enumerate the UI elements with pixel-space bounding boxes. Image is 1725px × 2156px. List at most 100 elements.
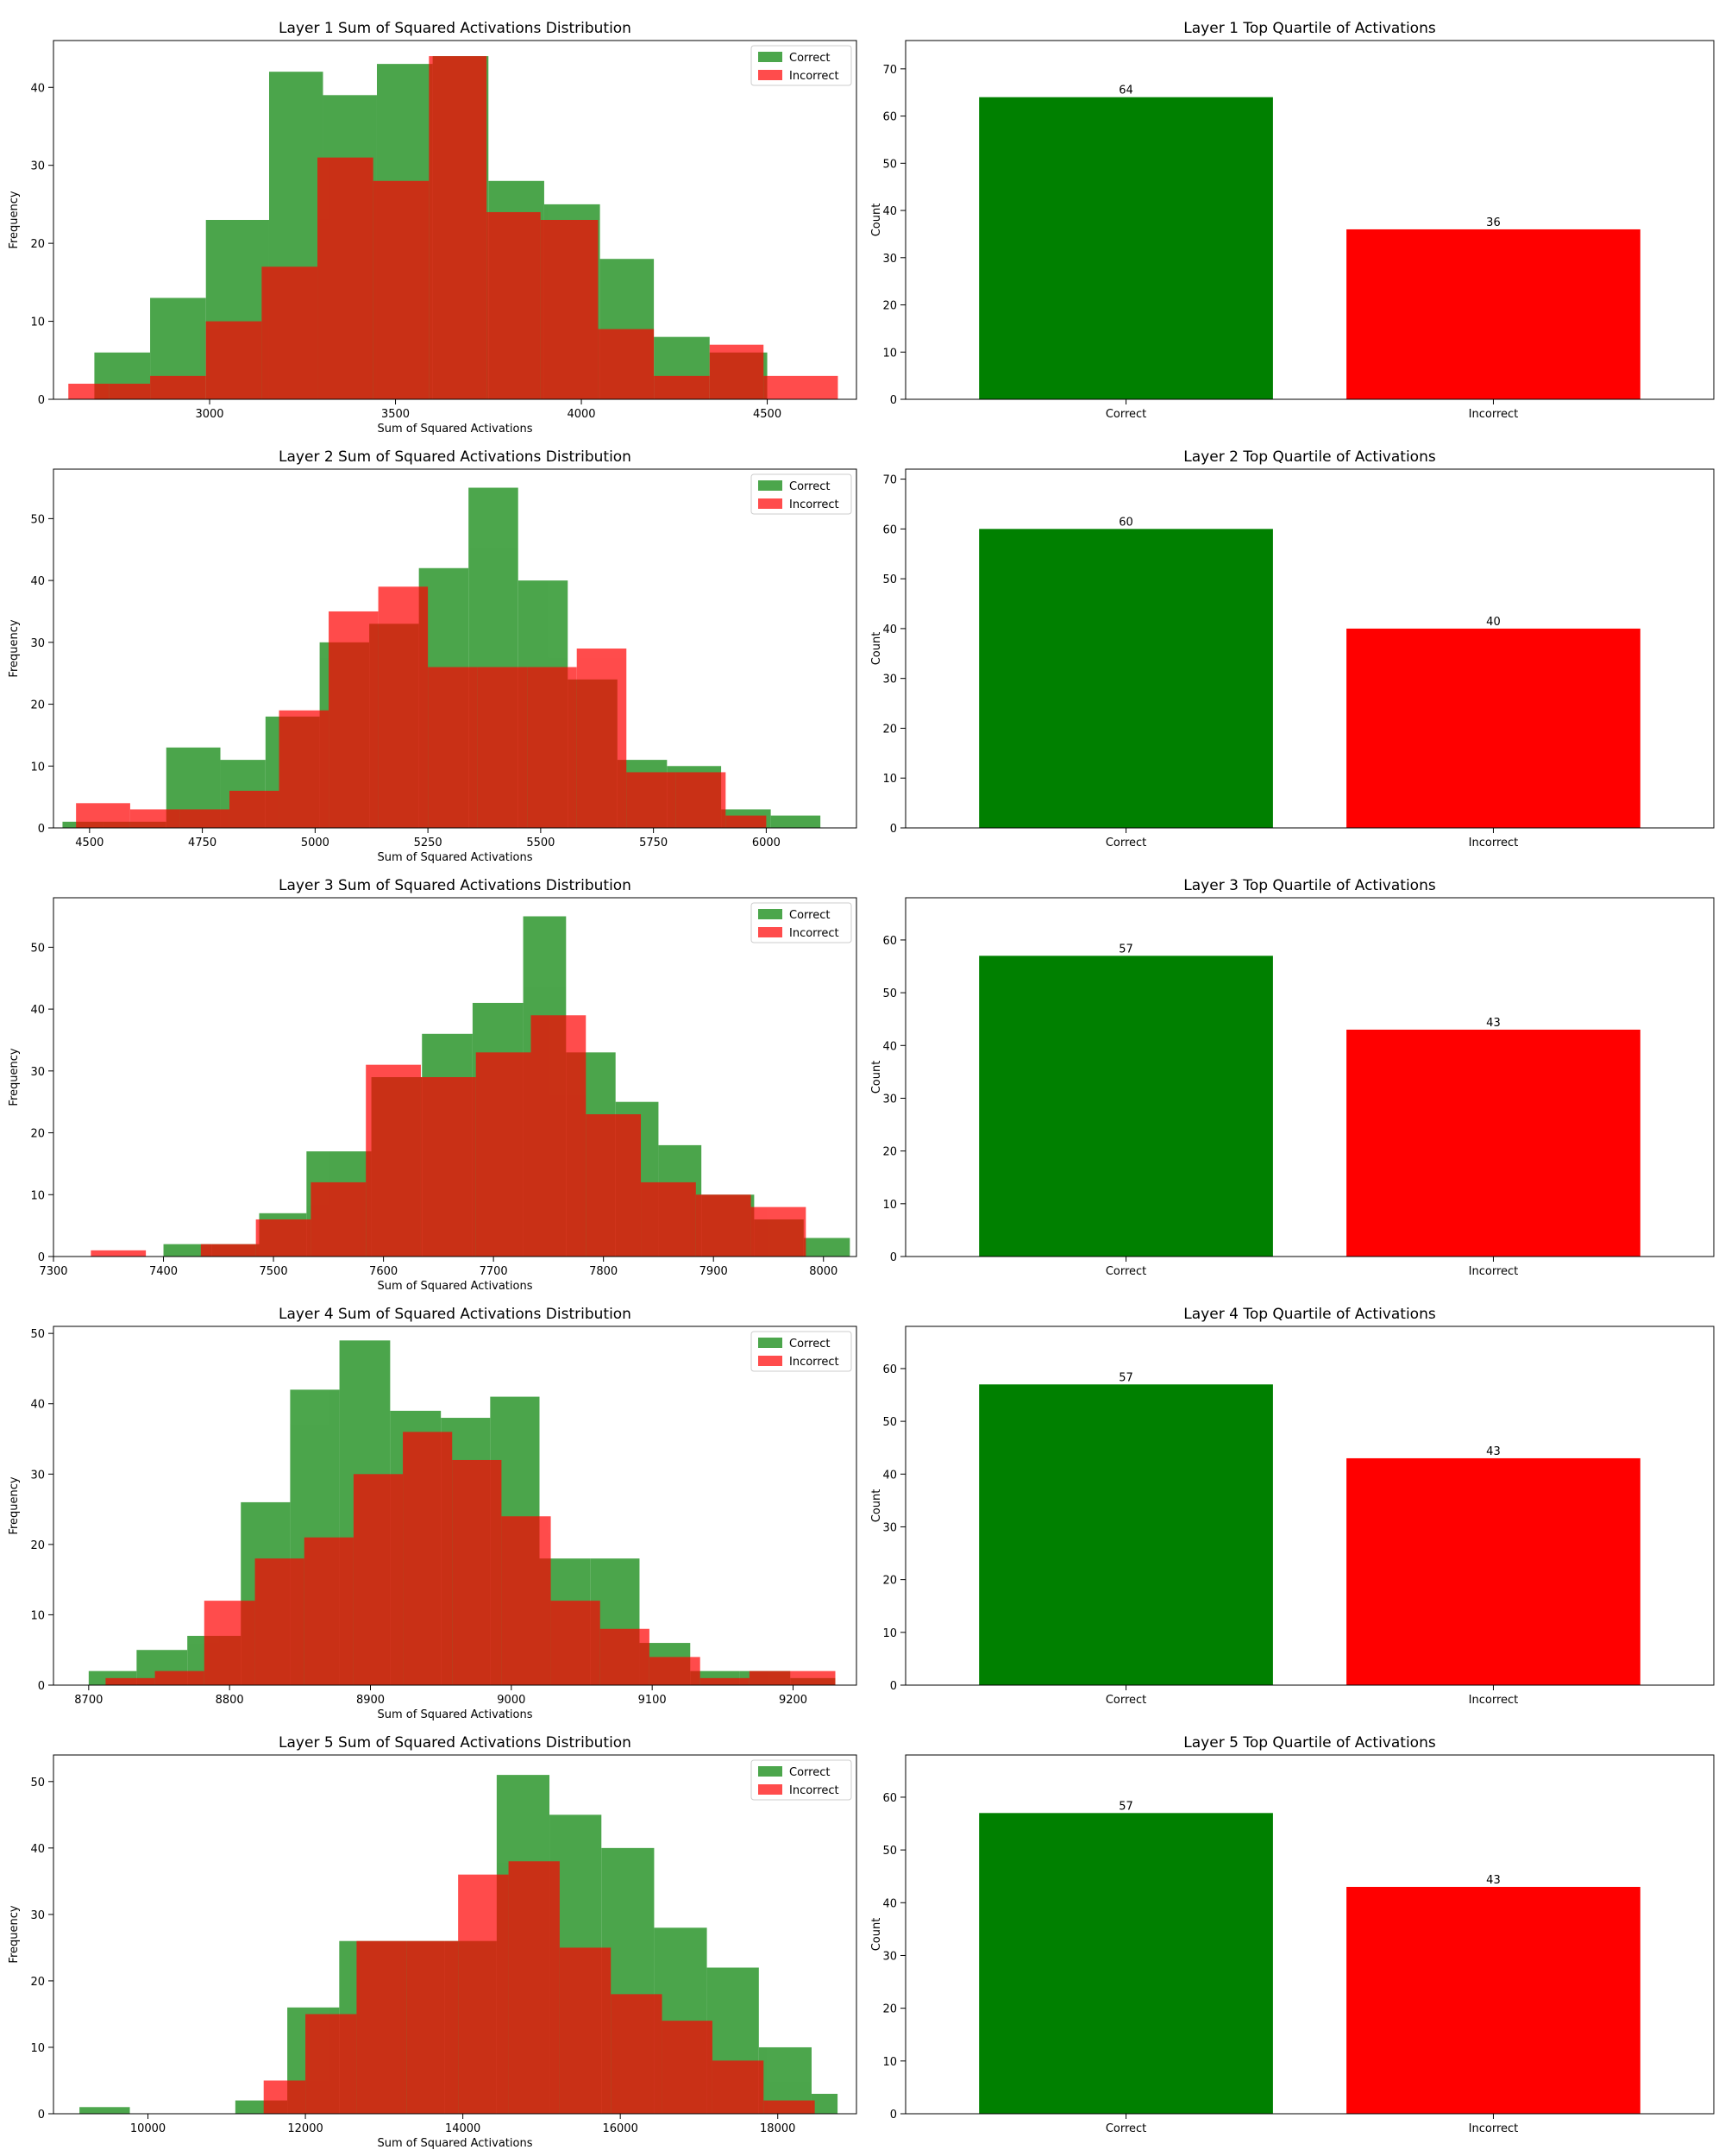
x-tick-label: Correct xyxy=(1106,837,1146,849)
x-tick-label: 7900 xyxy=(699,1265,728,1278)
bar-value-label: 57 xyxy=(1119,943,1133,956)
y-tick-label: 10 xyxy=(30,761,45,774)
histogram-bar xyxy=(317,157,373,400)
y-tick-label: 0 xyxy=(38,2109,45,2122)
x-tick-label: 14000 xyxy=(445,2122,480,2135)
axes-frame xyxy=(905,897,1715,1257)
histogram-bar xyxy=(129,809,180,828)
bar-value-label: 57 xyxy=(1119,1800,1133,1813)
histogram-bar xyxy=(709,344,764,399)
y-tick-label: 40 xyxy=(30,1843,45,1856)
y-tick-label: 0 xyxy=(890,2109,897,2122)
y-tick-label: 30 xyxy=(30,1469,45,1482)
y-tick-label: 30 xyxy=(882,1093,897,1106)
histogram-bar xyxy=(373,180,430,399)
y-axis-label: Frequency xyxy=(8,619,21,677)
bar-value-label: 43 xyxy=(1486,1445,1501,1458)
histogram-bar xyxy=(229,790,279,828)
histogram-bar xyxy=(803,1238,850,1257)
y-tick-label: 60 xyxy=(882,523,897,536)
axes-frame xyxy=(905,1326,1715,1686)
histogram-bar xyxy=(353,1474,404,1685)
chart-title: Layer 1 Sum of Squared Activations Distr… xyxy=(279,20,631,37)
y-tick-label: 20 xyxy=(882,300,897,313)
histogram-bar xyxy=(599,1628,649,1685)
legend-label-incorrect: Incorrect xyxy=(789,1356,839,1369)
y-axis-label: Frequency xyxy=(8,1905,21,1963)
y-tick-label: 70 xyxy=(882,474,897,487)
y-tick-label: 60 xyxy=(882,935,897,948)
y-tick-label: 10 xyxy=(882,347,897,360)
y-tick-label: 20 xyxy=(882,723,897,736)
axes-frame xyxy=(905,1754,1715,2115)
x-tick-label: 3000 xyxy=(195,408,223,421)
x-tick-label: 9100 xyxy=(638,1694,667,1707)
legend: Correct Incorrect xyxy=(750,1331,852,1372)
y-tick-label: 50 xyxy=(882,573,897,586)
x-tick-label: 8900 xyxy=(356,1694,385,1707)
y-tick-label: 50 xyxy=(882,1845,897,1858)
histogram-bar xyxy=(452,1459,502,1685)
y-tick-label: 30 xyxy=(882,1950,897,1963)
y-tick-label: 40 xyxy=(30,575,45,588)
y-tick-label: 20 xyxy=(882,1146,897,1159)
chart-title: Layer 5 Top Quartile of Activations xyxy=(1183,1734,1436,1752)
y-tick-label: 40 xyxy=(882,1040,897,1053)
histogram-bar xyxy=(150,375,206,399)
x-tick-label: 5500 xyxy=(526,837,555,849)
bar-panel-layer-5: 57 43 Correct Incorrect 0 10 20 30 40 50 60 Layer 5… xyxy=(870,1734,1715,2135)
histogram-bar xyxy=(508,1861,560,2114)
y-tick-label: 60 xyxy=(882,1363,897,1376)
histogram-bar xyxy=(586,1114,642,1257)
histogram-bar xyxy=(486,211,541,399)
y-tick-label: 30 xyxy=(30,1066,45,1079)
axes-frame xyxy=(905,40,1715,400)
x-tick-label: 7600 xyxy=(369,1265,398,1278)
y-tick-label: 20 xyxy=(30,1539,45,1552)
y-tick-label: 20 xyxy=(30,1976,45,1989)
x-tick-label: 7800 xyxy=(589,1265,618,1278)
histogram-panel-layer-1: 3000 3500 4000 4500 0 10 20 30 40 Layer 1 Sum of … xyxy=(8,20,857,436)
y-axis-label: Count xyxy=(870,204,883,237)
bar-incorrect xyxy=(1346,628,1640,828)
histogram-bar xyxy=(559,1947,612,2114)
y-tick-label: 30 xyxy=(882,253,897,266)
histogram-bar xyxy=(770,815,821,828)
histogram-bar xyxy=(458,1874,509,2114)
x-tick-label: Correct xyxy=(1106,1694,1146,1707)
histogram-bar xyxy=(654,375,710,399)
histogram-bar xyxy=(641,1181,696,1257)
histogram-bar xyxy=(179,809,229,828)
histogram-series-incorrect xyxy=(76,586,767,828)
histogram-bar xyxy=(154,1670,204,1685)
x-tick-label: 16000 xyxy=(602,2122,637,2135)
bar-value-label: 64 xyxy=(1119,85,1133,97)
legend-label-incorrect: Incorrect xyxy=(789,1784,839,1797)
y-axis-label: Count xyxy=(870,1918,883,1952)
y-tick-label: 50 xyxy=(882,1416,897,1429)
histogram-panel-layer-4: 8700 8800 8900 9000 9100 9200 0 10 20 30 40 50 Layer… xyxy=(8,1306,857,1721)
y-tick-label: 50 xyxy=(882,158,897,171)
histogram-bar xyxy=(763,2100,815,2114)
legend-swatch-correct xyxy=(758,909,782,919)
x-axis-label: Sum of Squared Activations xyxy=(378,423,533,436)
histogram-bar xyxy=(429,56,487,399)
histogram-bar xyxy=(305,2014,357,2114)
y-tick-label: 0 xyxy=(38,823,45,836)
bar-panel-layer-2: 60 40 Correct Incorrect 0 10 20 30 40 50 60 70 Layer… xyxy=(870,448,1715,849)
histogram-bar xyxy=(204,1601,255,1685)
histogram-bar xyxy=(477,667,528,828)
histogram-bar xyxy=(475,1052,531,1257)
histogram-bar xyxy=(501,1516,551,1685)
histogram-bar xyxy=(662,2021,712,2114)
x-tick-label: 18000 xyxy=(760,2122,795,2135)
histogram-bar xyxy=(68,383,110,399)
y-tick-label: 40 xyxy=(882,205,897,218)
y-tick-label: 0 xyxy=(38,1680,45,1693)
bar-panel-layer-4: 57 43 Correct Incorrect 0 10 20 30 40 50 60 Layer 4… xyxy=(870,1306,1715,1707)
axes-frame xyxy=(53,468,857,829)
histogram-bar xyxy=(279,710,329,828)
y-tick-label: 0 xyxy=(890,394,897,407)
x-tick-label: Incorrect xyxy=(1469,1265,1519,1278)
y-axis-label: Frequency xyxy=(8,1048,21,1106)
